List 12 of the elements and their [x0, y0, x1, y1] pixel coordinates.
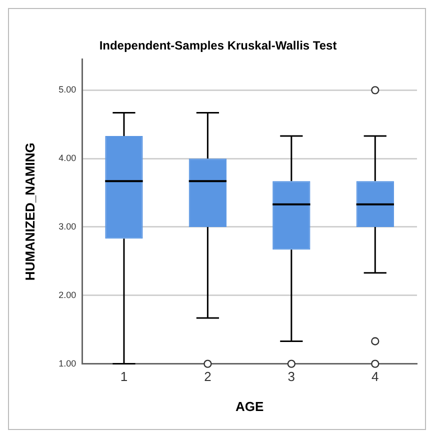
- y-tick-label: 4.00: [58, 153, 76, 164]
- y-tick-label: 3.00: [58, 221, 76, 232]
- x-tick-label: 1: [120, 369, 128, 384]
- x-tick-label: 2: [204, 369, 212, 384]
- chart-title: Independent-Samples Kruskal-Wallis Test: [99, 38, 337, 53]
- y-axis-title: HUMANIZED_NAMING: [22, 142, 38, 281]
- y-tick-label: 1.00: [58, 358, 76, 368]
- x-tick-label: 3: [288, 369, 296, 384]
- x-tick-label: 4: [372, 369, 379, 384]
- y-tick-label: 5.00: [58, 84, 76, 95]
- y-tick-label: 2.00: [58, 290, 76, 300]
- x-axis-title: AGE: [235, 398, 264, 414]
